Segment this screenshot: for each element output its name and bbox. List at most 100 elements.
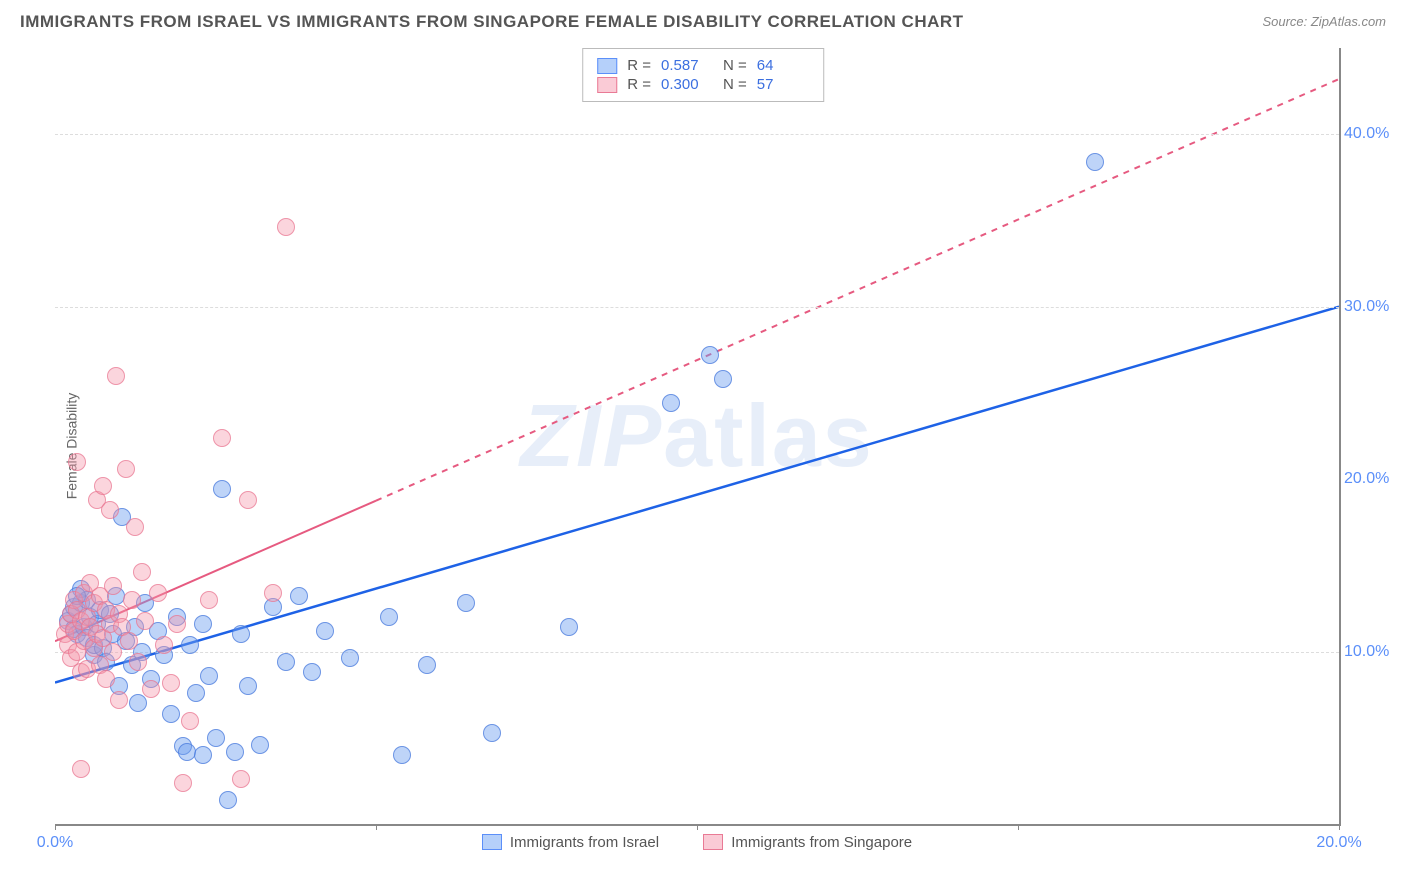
- stat-r-value: 0.587: [661, 57, 713, 74]
- scatter-point: [117, 460, 135, 478]
- scatter-point: [200, 667, 218, 685]
- chart-container: IMMIGRANTS FROM ISRAEL VS IMMIGRANTS FRO…: [0, 0, 1406, 892]
- watermark-zip: ZIP: [520, 386, 663, 485]
- scatter-point: [251, 736, 269, 754]
- scatter-point: [110, 691, 128, 709]
- scatter-point: [264, 584, 282, 602]
- scatter-point: [133, 563, 151, 581]
- scatter-point: [341, 649, 359, 667]
- legend-stats-row-singapore: R = 0.300 N = 57: [597, 76, 809, 93]
- scatter-point: [714, 370, 732, 388]
- legend-bottom: Immigrants from Israel Immigrants from S…: [55, 834, 1339, 855]
- watermark-atlas: atlas: [663, 386, 874, 485]
- source-attribution: Source: ZipAtlas.com: [1262, 14, 1386, 29]
- x-tick-label: 20.0%: [1316, 834, 1361, 852]
- scatter-point: [104, 643, 122, 661]
- y-tick-label: 20.0%: [1344, 470, 1399, 488]
- x-tick-label: 0.0%: [37, 834, 73, 852]
- scatter-point: [129, 653, 147, 671]
- scatter-point: [226, 743, 244, 761]
- scatter-point: [187, 684, 205, 702]
- scatter-point: [101, 501, 119, 519]
- scatter-point: [239, 491, 257, 509]
- scatter-point: [97, 670, 115, 688]
- stat-r-label: R =: [627, 57, 651, 74]
- scatter-point: [213, 480, 231, 498]
- scatter-point: [701, 346, 719, 364]
- scatter-point: [162, 674, 180, 692]
- stat-n-label: N =: [723, 76, 747, 93]
- legend-stats-row-israel: R = 0.587 N = 64: [597, 57, 809, 74]
- stat-n-value: 57: [757, 76, 809, 93]
- scatter-point: [277, 653, 295, 671]
- scatter-point: [72, 760, 90, 778]
- scatter-point: [120, 632, 138, 650]
- trend-lines-svg: [55, 48, 1339, 824]
- scatter-point: [168, 615, 186, 633]
- stat-r-value: 0.300: [661, 76, 713, 93]
- swatch-icon: [703, 834, 723, 850]
- scatter-point: [107, 367, 125, 385]
- scatter-point: [126, 518, 144, 536]
- scatter-point: [68, 453, 86, 471]
- scatter-point: [181, 636, 199, 654]
- legend-label: Immigrants from Singapore: [731, 834, 912, 851]
- plot-area: ZIPatlas Immigrants from Israel Immigran…: [55, 48, 1341, 826]
- scatter-point: [457, 594, 475, 612]
- scatter-point: [232, 770, 250, 788]
- swatch-icon: [597, 58, 617, 74]
- stat-r-label: R =: [627, 76, 651, 93]
- scatter-point: [290, 587, 308, 605]
- legend-item-singapore: Immigrants from Singapore: [703, 834, 912, 851]
- legend-item-israel: Immigrants from Israel: [482, 834, 659, 851]
- gridline: [55, 307, 1339, 308]
- scatter-point: [149, 584, 167, 602]
- scatter-point: [560, 618, 578, 636]
- x-tick-mark: [1018, 824, 1019, 830]
- watermark: ZIPatlas: [520, 385, 873, 487]
- scatter-point: [277, 218, 295, 236]
- scatter-point: [104, 577, 122, 595]
- scatter-point: [136, 612, 154, 630]
- scatter-point: [200, 591, 218, 609]
- x-tick-mark: [1339, 824, 1340, 830]
- y-tick-label: 30.0%: [1344, 298, 1399, 316]
- scatter-point: [207, 729, 225, 747]
- legend-stats-box: R = 0.587 N = 64 R = 0.300 N = 57: [582, 48, 824, 102]
- gridline: [55, 134, 1339, 135]
- scatter-point: [418, 656, 436, 674]
- scatter-point: [239, 677, 257, 695]
- scatter-point: [194, 615, 212, 633]
- scatter-point: [155, 636, 173, 654]
- scatter-point: [194, 746, 212, 764]
- scatter-point: [393, 746, 411, 764]
- scatter-point: [232, 625, 250, 643]
- scatter-point: [174, 774, 192, 792]
- swatch-icon: [597, 77, 617, 93]
- scatter-point: [483, 724, 501, 742]
- scatter-point: [181, 712, 199, 730]
- stat-n-label: N =: [723, 57, 747, 74]
- scatter-point: [213, 429, 231, 447]
- y-tick-label: 40.0%: [1344, 125, 1399, 143]
- x-tick-mark: [697, 824, 698, 830]
- chart-title: IMMIGRANTS FROM ISRAEL VS IMMIGRANTS FRO…: [20, 12, 964, 32]
- scatter-point: [219, 791, 237, 809]
- scatter-point: [142, 680, 160, 698]
- scatter-point: [162, 705, 180, 723]
- y-tick-label: 10.0%: [1344, 643, 1399, 661]
- scatter-point: [303, 663, 321, 681]
- scatter-point: [129, 694, 147, 712]
- legend-label: Immigrants from Israel: [510, 834, 659, 851]
- scatter-point: [178, 743, 196, 761]
- scatter-point: [1086, 153, 1104, 171]
- stat-n-value: 64: [757, 57, 809, 74]
- scatter-point: [123, 591, 141, 609]
- swatch-icon: [482, 834, 502, 850]
- x-tick-mark: [376, 824, 377, 830]
- scatter-point: [316, 622, 334, 640]
- scatter-point: [94, 477, 112, 495]
- gridline: [55, 652, 1339, 653]
- scatter-point: [380, 608, 398, 626]
- scatter-point: [662, 394, 680, 412]
